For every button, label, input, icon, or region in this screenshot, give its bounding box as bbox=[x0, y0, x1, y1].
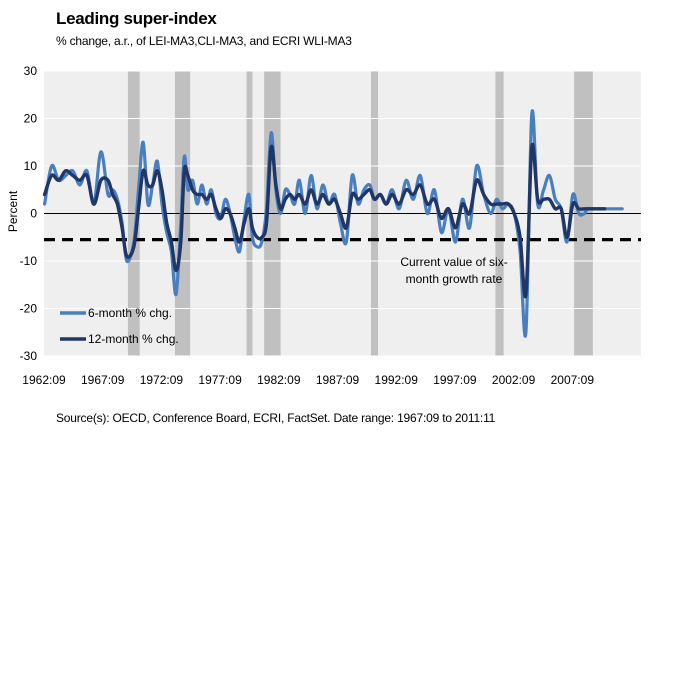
x-tick-label: 2007:09 bbox=[551, 373, 595, 387]
line-chart: 30 20 10 0 -10 -20 -30 1962:09 1967:09 1972:09 19… bbox=[6, 64, 641, 387]
x-tick-label: 1987:09 bbox=[316, 373, 360, 387]
y-axis-label: Percent bbox=[6, 190, 20, 232]
y-tick-label: -20 bbox=[20, 302, 38, 316]
y-tick-label: 20 bbox=[24, 112, 38, 126]
x-tick-label: 1982:09 bbox=[257, 373, 301, 387]
x-tick-label: 2002:09 bbox=[492, 373, 536, 387]
y-tick-label: 30 bbox=[24, 64, 38, 78]
x-tick-label: 1962:09 bbox=[22, 373, 66, 387]
source-note: Source(s): OECD, Conference Board, ECRI,… bbox=[56, 411, 496, 425]
y-tick-label: 0 bbox=[30, 207, 37, 221]
chart-subtitle: % change, a.r., of LEI-MA3,CLI-MA3, and … bbox=[56, 34, 352, 48]
legend-entry: 6-month % chg. bbox=[88, 306, 172, 320]
x-tick-label: 1972:09 bbox=[140, 373, 184, 387]
reference-line-annotation: month growth rate bbox=[406, 272, 503, 286]
x-tick-label: 1997:09 bbox=[433, 373, 477, 387]
series-12-month-line bbox=[42, 142, 607, 299]
legend-entry: 12-month % chg. bbox=[88, 332, 179, 346]
x-tick-label: 1967:09 bbox=[81, 373, 125, 387]
y-tick-label: -30 bbox=[20, 349, 38, 363]
reference-line-annotation: Current value of six- bbox=[400, 255, 507, 269]
y-tick-label: 10 bbox=[24, 159, 38, 173]
y-tick-label: -10 bbox=[20, 254, 38, 268]
x-tick-label: 1992:09 bbox=[375, 373, 419, 387]
x-tick-label: 1977:09 bbox=[198, 373, 242, 387]
chart-title: Leading super-index bbox=[56, 9, 217, 28]
